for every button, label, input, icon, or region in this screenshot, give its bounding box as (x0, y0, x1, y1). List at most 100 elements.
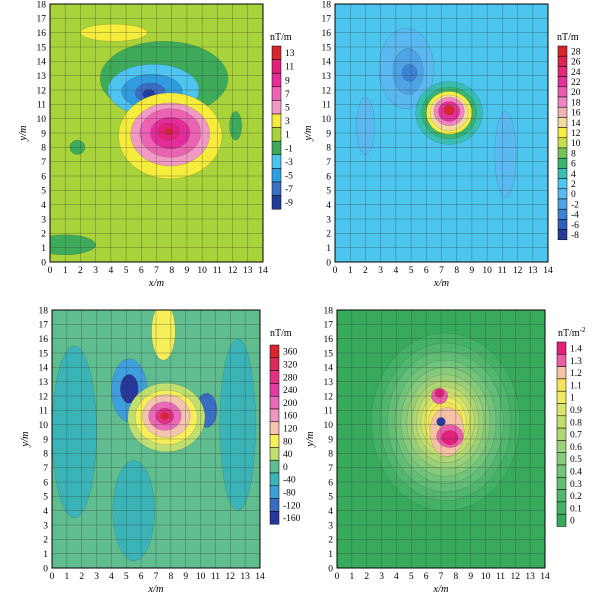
contour-region (229, 111, 242, 141)
colorbar-label: 0 (570, 517, 575, 527)
y-tick-label: 7 (326, 158, 331, 168)
colorbar-label: 0.9 (570, 406, 582, 416)
chart-panel-3: 0 1 2 3 4 5 6 7 8 9 10 11 12 13 1401234567891011121314… (20, 306, 301, 595)
colorbar-swatch (271, 59, 282, 74)
y-tick-label: 1 (41, 244, 46, 254)
x-tick-label: 14 (258, 266, 268, 276)
y-tick-label: 2 (326, 230, 331, 240)
y-tick-label: 3 (326, 215, 331, 225)
colorbar-swatch (557, 127, 568, 139)
x-tick-label: 12 (226, 572, 236, 582)
colorbar-label: 18 (571, 98, 581, 108)
colorbar-label: 9 (285, 76, 290, 86)
y-tick-label: 11 (322, 101, 331, 111)
colorbar-unit: nT/m-2 (558, 326, 586, 339)
colorbar-label: 1.4 (570, 344, 582, 354)
x-tick-label: 10 (197, 266, 207, 276)
x-tick-label: 2 (78, 266, 83, 276)
colorbar-label: 40 (283, 450, 293, 460)
contour-region (52, 345, 97, 518)
colorbar-label: 6 (571, 160, 576, 170)
colorbar-swatch (271, 168, 282, 183)
y-tick-label: 10 (37, 115, 47, 125)
x-tick-label: 1 (64, 572, 69, 582)
x-tick-label: 11 (496, 572, 505, 582)
colorbar-swatch (269, 472, 280, 487)
y-tick-label: 4 (41, 201, 46, 211)
y-tick-label: 11 (324, 407, 333, 417)
y-tick-label: 14 (37, 58, 47, 68)
y-tick-label: 17 (39, 321, 49, 331)
colorbar-swatch (557, 188, 568, 200)
y-tick-label: 14 (324, 364, 334, 374)
x-tick-label: 6 (424, 266, 429, 276)
grid (49, 3, 264, 263)
x-tick-label: 4 (393, 266, 398, 276)
y-tick-label: 7 (328, 464, 333, 474)
y-tick-label: 9 (41, 129, 46, 139)
y-tick-label: 7 (43, 464, 48, 474)
y-tick-label: 0 (328, 564, 333, 574)
x-tick-label: 3 (93, 266, 98, 276)
x-tick-label: 11 (213, 266, 222, 276)
colorbar-label: 0.1 (570, 504, 582, 514)
colorbar-swatch (269, 511, 280, 525)
y-tick-label: 10 (324, 421, 334, 431)
x-tick-label: 8 (169, 266, 174, 276)
colorbar-swatch (271, 72, 282, 88)
y-axis-label: y/m (18, 125, 29, 142)
colorbar-swatch (557, 86, 568, 98)
colorbar-label: 360 (283, 348, 298, 358)
colorbar-swatch (557, 45, 568, 57)
colorbar-swatch (556, 513, 567, 527)
colorbar-label: 8 (571, 149, 576, 159)
y-tick-label: 8 (328, 450, 333, 460)
y-tick-label: 9 (328, 435, 333, 445)
colorbar-label: 7 (285, 90, 290, 100)
colorbar-swatch (269, 370, 280, 384)
colorbar-unit-exponent: -2 (580, 326, 586, 334)
plot-frame (334, 3, 549, 263)
colorbar-label: -7 (285, 185, 293, 195)
x-tick-label: 2 (363, 266, 368, 276)
colorbar-swatch (269, 383, 280, 397)
y-tick-label: 16 (324, 335, 334, 345)
colorbar-swatch (557, 219, 568, 230)
x-tick-label: 3 (378, 266, 383, 276)
colorbar-label: 160 (283, 412, 298, 422)
colorbar-unit-text: nT/m (270, 328, 292, 339)
colorbar-swatch (271, 86, 282, 101)
colorbar-label: 0.5 (570, 455, 582, 465)
colorbar-swatch (556, 390, 567, 404)
chart-panel-2: 0 1 2 3 4 5 6 7 8 9 10 11 12 13 1401234567891011121314… (303, 0, 581, 289)
y-tick-label: 15 (324, 349, 334, 359)
colorbar-label: -3 (285, 158, 293, 168)
colorbar-label: 120 (283, 425, 298, 435)
x-tick-label: 2 (364, 572, 369, 582)
x-tick-label: 8 (168, 572, 173, 582)
colorbar-swatch (269, 395, 280, 410)
x-tick-label: 8 (454, 266, 459, 276)
x-tick-label: 10 (482, 266, 492, 276)
colorbar-swatch (556, 415, 567, 429)
y-tick-label: 17 (37, 15, 47, 25)
colorbar-swatch (556, 378, 567, 392)
plot-frame (49, 3, 264, 263)
y-tick-label: 11 (37, 101, 46, 111)
x-tick-label: 0 (335, 572, 340, 582)
colorbar-label: 1.1 (570, 381, 582, 391)
colorbar-swatch (269, 408, 280, 423)
colorbar-label: 20 (571, 88, 581, 98)
colorbar-swatch (557, 178, 568, 190)
y-tick-label: 8 (43, 450, 48, 460)
y-tick-label: 10 (39, 421, 49, 431)
colorbar-swatch (557, 208, 568, 220)
y-tick-label: 4 (326, 201, 331, 211)
colorbar-label: -160 (283, 514, 301, 524)
y-tick-label: 5 (41, 187, 46, 197)
y-axis-label: y/m (20, 431, 31, 448)
x-tick-label: 12 (228, 266, 238, 276)
colorbar-label: 4 (571, 170, 576, 180)
colorbar-label: 1 (285, 131, 290, 141)
